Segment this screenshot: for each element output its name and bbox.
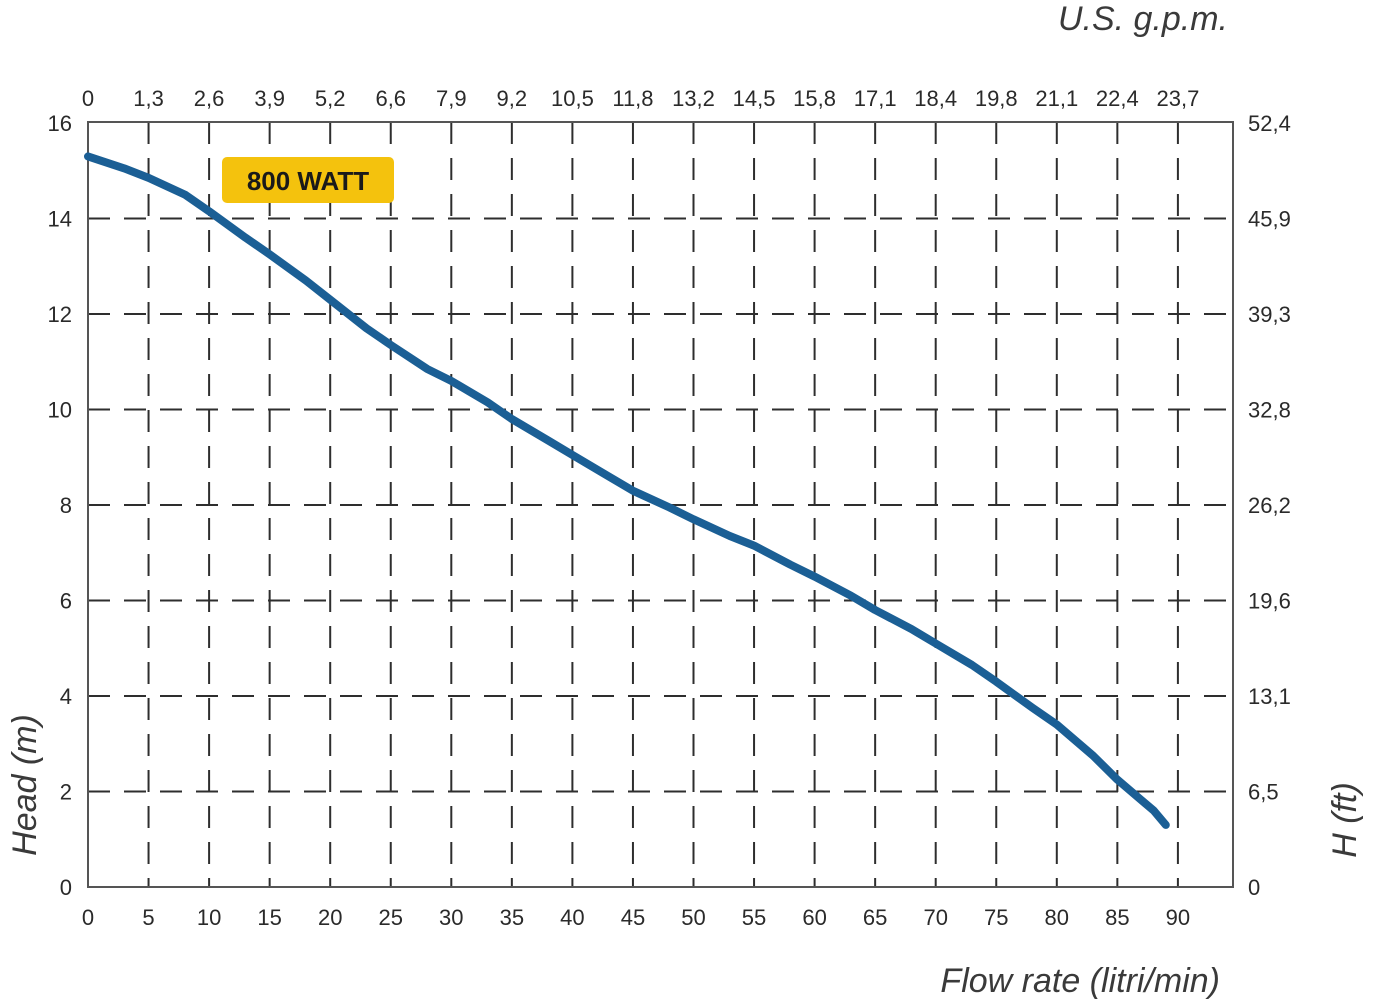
curve-800-watt — [84, 152, 1170, 829]
x-tick-60: 60 — [802, 905, 826, 930]
x-tick-45: 45 — [621, 905, 645, 930]
x-tick-25: 25 — [379, 905, 403, 930]
badge-label: 800 WATT — [247, 166, 369, 196]
x2-tick-13: 17,1 — [854, 86, 897, 111]
y-tick-16: 16 — [48, 111, 72, 136]
x-tick-55: 55 — [742, 905, 766, 930]
x2-tick-7: 9,2 — [497, 86, 528, 111]
x2-tick-5: 6,6 — [375, 86, 406, 111]
x-tick-35: 35 — [500, 905, 524, 930]
x-tick-70: 70 — [923, 905, 947, 930]
plot-frame — [87, 121, 1234, 888]
y2-tick-1: 6,5 — [1248, 780, 1279, 805]
tick-labels: 0 5 10 15 20 25 30 35 40 45 50 55 60 65 70 75 80 85 900 1,3… — [48, 86, 1291, 930]
y2-tick-3: 19,6 — [1248, 589, 1291, 614]
x-axis-title: Flow rate (litri/min) — [940, 962, 1220, 1000]
x2-tick-6: 7,9 — [436, 86, 467, 111]
x2-tick-18: 23,7 — [1156, 86, 1199, 111]
x2-tick-4: 5,2 — [315, 86, 346, 111]
x2-tick-12: 15,8 — [793, 86, 836, 111]
x2-tick-11: 14,5 — [733, 86, 776, 111]
x-tick-0: 0 — [82, 905, 94, 930]
x-tick-15: 15 — [257, 905, 281, 930]
y2-tick-5: 32,8 — [1248, 398, 1291, 423]
y-tick-14: 14 — [48, 207, 72, 232]
x-tick-75: 75 — [984, 905, 1008, 930]
badge-background — [222, 157, 394, 203]
x-tick-5: 5 — [142, 905, 154, 930]
y-axis-title: Head (m) — [6, 714, 44, 856]
x2-tick-3: 3,9 — [254, 86, 285, 111]
x2-axis-title: U.S. g.p.m. — [1058, 0, 1228, 38]
y2-tick-2: 13,1 — [1248, 684, 1291, 709]
x2-tick-16: 21,1 — [1035, 86, 1078, 111]
y2-tick-6: 39,3 — [1248, 302, 1291, 327]
y2-tick-8: 52,4 — [1248, 111, 1291, 136]
grid — [88, 122, 1233, 887]
y2-axis-title: H (ft) — [1326, 782, 1364, 858]
x-tick-20: 20 — [318, 905, 342, 930]
y-tick-10: 10 — [48, 398, 72, 423]
x2-tick-2: 2,6 — [194, 86, 225, 111]
x-tick-80: 80 — [1045, 905, 1069, 930]
series-badge: 800 WATT — [222, 157, 394, 203]
x-tick-65: 65 — [863, 905, 887, 930]
x-tick-85: 85 — [1105, 905, 1129, 930]
x2-tick-0: 0 — [82, 86, 94, 111]
x-tick-40: 40 — [560, 905, 584, 930]
y2-tick-4: 26,2 — [1248, 493, 1291, 518]
y-tick-8: 8 — [60, 493, 72, 518]
x2-tick-8: 10,5 — [551, 86, 594, 111]
y-tick-12: 12 — [48, 302, 72, 327]
x2-tick-17: 22,4 — [1096, 86, 1139, 111]
y-tick-6: 6 — [60, 589, 72, 614]
x2-tick-9: 11,8 — [612, 86, 653, 111]
x2-tick-14: 18,4 — [914, 86, 957, 111]
x2-tick-10: 13,2 — [672, 86, 715, 111]
x-tick-50: 50 — [681, 905, 705, 930]
x-tick-30: 30 — [439, 905, 463, 930]
x2-tick-15: 19,8 — [975, 86, 1018, 111]
y2-tick-0: 0 — [1248, 875, 1260, 900]
y2-tick-7: 45,9 — [1248, 207, 1291, 232]
x-tick-90: 90 — [1166, 905, 1190, 930]
x-tick-10: 10 — [197, 905, 221, 930]
y-tick-4: 4 — [60, 684, 72, 709]
x2-tick-1: 1,3 — [133, 86, 164, 111]
y-tick-0: 0 — [60, 875, 72, 900]
y-tick-2: 2 — [60, 780, 72, 805]
